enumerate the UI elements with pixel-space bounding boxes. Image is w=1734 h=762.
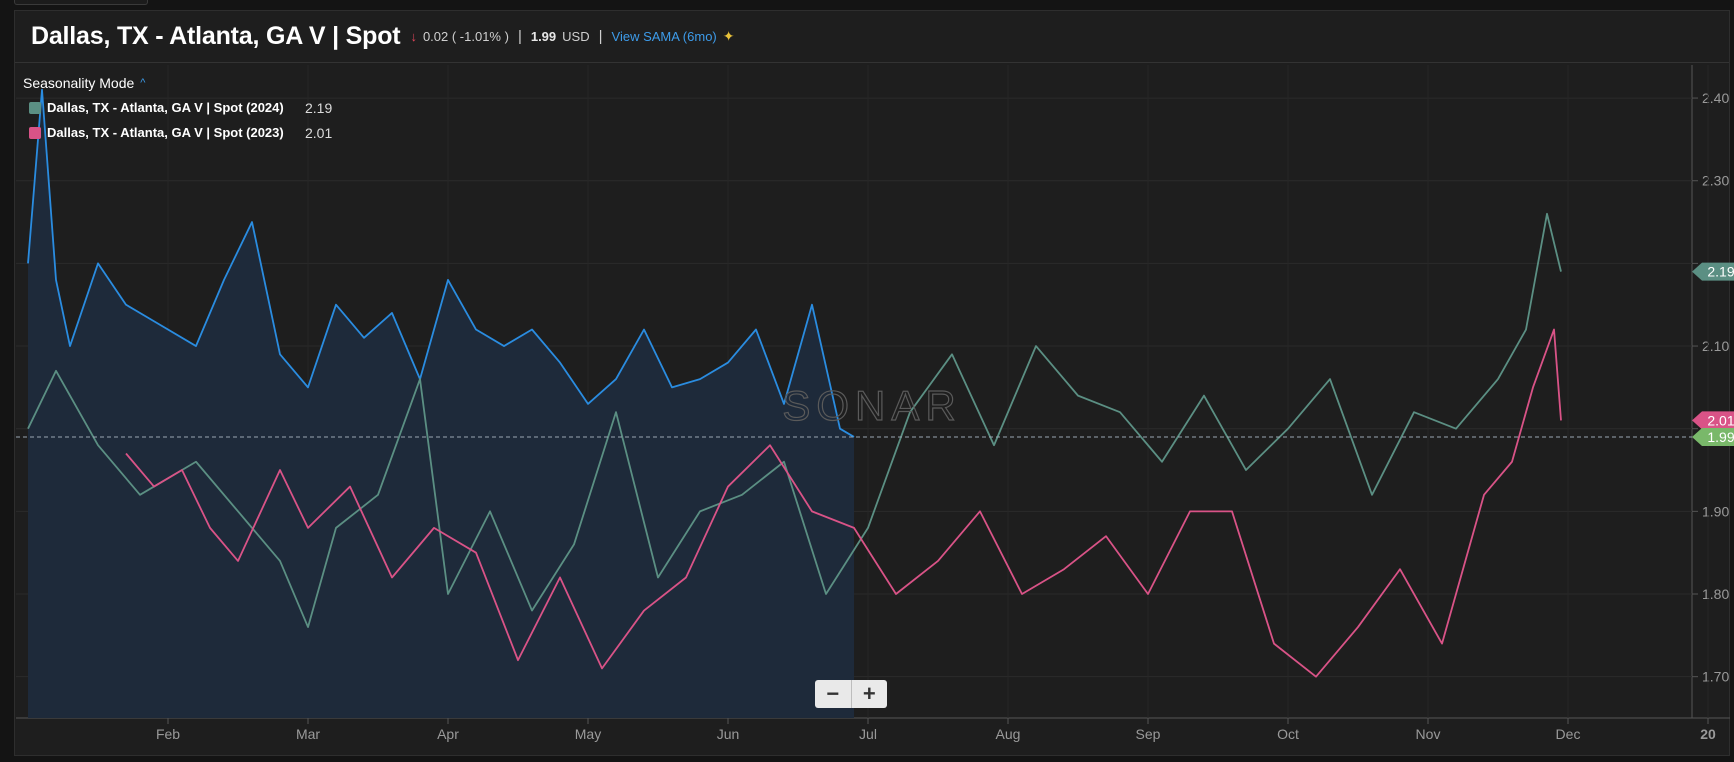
x-tick-label: Jun <box>717 726 740 742</box>
price-change: 0.02 ( -1.01% ) <box>422 29 509 44</box>
legend-series-name: Dallas, TX - Atlanta, GA V | Spot (2023) <box>47 125 284 140</box>
series-line <box>125 328 1562 678</box>
legend-series-value: 2.01 <box>305 124 333 141</box>
y-tick-label: 1.80 <box>1702 586 1729 602</box>
chevron-up-icon[interactable]: ^ <box>140 77 146 89</box>
y-tick-label: 2.30 <box>1702 173 1729 189</box>
chart-legend: Seasonality Mode ^ Dallas, TX - Atlanta,… <box>23 75 332 141</box>
x-tick-label: Feb <box>156 726 180 742</box>
legend-swatch <box>29 126 41 139</box>
series-line <box>27 88 855 438</box>
y-tick-label: 1.70 <box>1702 669 1729 685</box>
legend-series-name: Dallas, TX - Atlanta, GA V | Spot (2024) <box>47 100 284 115</box>
zoom-in-button[interactable]: + <box>850 680 888 708</box>
price-badge <box>1692 262 1734 281</box>
seasonality-mode-toggle[interactable]: Seasonality Mode ^ <box>23 75 332 91</box>
x-tick-label: Aug <box>996 726 1021 742</box>
price-badge-label: 1.99 <box>1707 429 1734 445</box>
x-tick-label: Mar <box>296 726 320 742</box>
sonar-watermark: SONAR <box>782 382 961 429</box>
current-price: 1.99 <box>530 29 557 44</box>
y-tick-label: 2.40 <box>1702 90 1729 106</box>
zoom-out-button[interactable]: − <box>826 681 840 706</box>
x-tick-label: May <box>575 726 601 742</box>
chart-header: Dallas, TX - Atlanta, GA V | Spot ↓ 0.02… <box>15 11 1729 63</box>
x-tick-label: Dec <box>1556 726 1581 742</box>
series-line <box>27 212 1562 628</box>
separator: | <box>517 28 522 45</box>
x-tick-label: Apr <box>437 726 459 742</box>
price-badge <box>1692 427 1734 446</box>
down-arrow-icon: ↓ <box>410 29 417 44</box>
x-tick-label: 20 <box>1700 726 1716 742</box>
x-tick-label: Sep <box>1136 726 1161 742</box>
page-title: Dallas, TX - Atlanta, GA V | Spot <box>31 22 401 50</box>
x-tick-label: Jul <box>859 726 877 742</box>
legend-series-value: 2.19 <box>305 99 333 116</box>
area-fill <box>28 89 854 718</box>
price-badge <box>1692 411 1734 430</box>
x-tick-label: Oct <box>1277 726 1299 742</box>
currency-label: USD <box>562 29 590 44</box>
seasonality-mode-label: Seasonality Mode <box>23 75 135 91</box>
legend-item[interactable]: Dallas, TX - Atlanta, GA V | Spot (2024)… <box>23 99 332 116</box>
legend-item[interactable]: Dallas, TX - Atlanta, GA V | Spot (2023)… <box>23 124 332 141</box>
x-tick-label: Nov <box>1416 726 1441 742</box>
legend-swatch <box>29 101 41 114</box>
separator: | <box>598 28 603 45</box>
chart-sparkle-icon[interactable]: ✦ <box>722 28 735 44</box>
view-sama-link[interactable]: View SAMA (6mo) <box>611 29 717 44</box>
top-tab[interactable] <box>14 0 148 5</box>
zoom-controls: − + <box>815 680 887 708</box>
price-badge-label: 2.01 <box>1707 412 1734 428</box>
price-badge-label: 2.19 <box>1707 264 1734 280</box>
y-tick-label: 2.10 <box>1702 338 1729 354</box>
y-tick-label: 1.90 <box>1702 503 1729 519</box>
